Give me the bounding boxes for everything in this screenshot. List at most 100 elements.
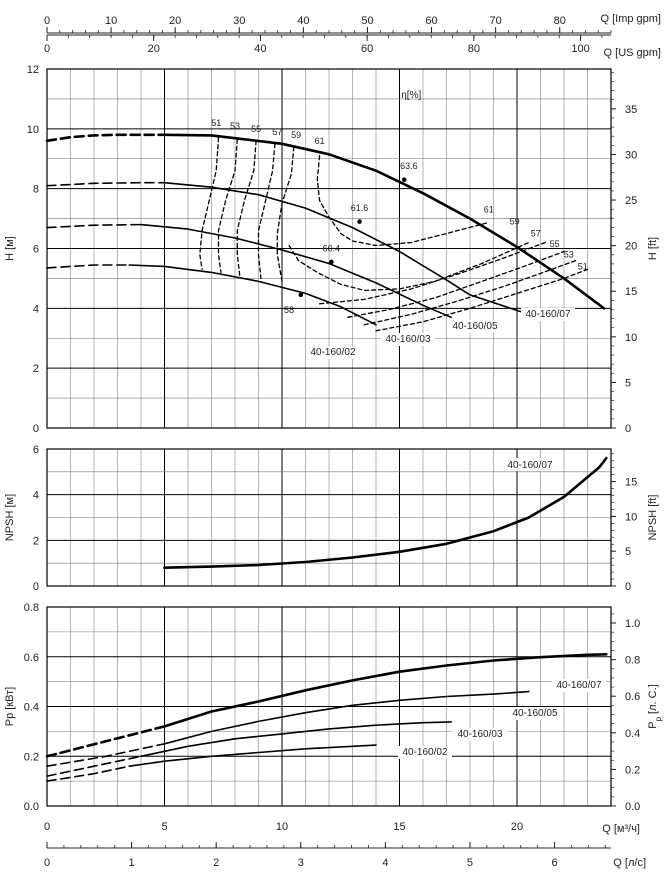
efficiency-label: 60.4 [323,244,341,254]
lps-tick-label: 1 [129,857,135,869]
head-right-tick-label: 10 [625,332,637,344]
head-ytick-label: 6 [33,244,39,256]
power-ytick-label: 0.8 [24,602,39,614]
npsh-ytick-label: 0 [33,581,39,593]
efficiency-label: 61.6 [351,203,369,213]
head-right-tick-label: 25 [625,195,637,207]
power-curve-dashed-40-160/03 [46,755,142,777]
power-xlabel: Q [м³/ч] [602,823,640,835]
power-right-tick-label: 0.2 [625,764,640,776]
efficiency-label: 61 [484,205,494,215]
head-curve-label: 40-160/05 [452,321,497,332]
efficiency-curve [318,241,546,305]
efficiency-curve [217,138,238,274]
head-curve-dashed-40-160/02 [46,264,131,269]
head-eta-label: η[%] [401,90,421,101]
power-xtick-label: 5 [161,821,167,833]
power-curve-label: 40-160/07 [556,680,601,691]
us-gpm-tick-label: 40 [254,43,266,55]
npsh-right-tick-label: 10 [625,511,637,523]
imp-gpm-tick-label: 60 [425,15,437,27]
power-curve-label: 40-160/03 [457,729,502,740]
npsh-ytick-label: 4 [33,490,39,502]
npsh-right-tick-label: 5 [625,546,631,558]
lps-tick-label: 3 [298,857,304,869]
head-curve-dashed-40-160/05 [46,181,166,187]
power-right-tick-label: 0.6 [625,691,640,703]
head-curve-40-160/07 [163,133,606,310]
us-gpm-tick-label: 0 [44,43,50,55]
power-ylabel: Pp [кВт] [4,687,16,726]
efficiency-label: 51 [211,118,221,128]
head-ylabel-right: H [ft] [647,237,659,260]
efficiency-label: 61 [315,136,325,146]
power-ytick-label: 0.6 [24,652,39,664]
power-curve-label: 40-160/05 [512,708,557,719]
lps-axis-title: Q [л/с] [613,857,646,869]
power-ylabel-right: Pp[л. С.] [647,684,663,728]
efficiency-curve [199,137,220,271]
curve-label-bg [448,320,502,333]
lps-tick-label: 0 [44,857,50,869]
power-right-tick-label: 0.0 [625,801,640,813]
head-ytick-label: 8 [33,184,39,196]
efficiency-label: 57 [531,229,541,239]
head-panel: 0 2 4 6 8 10 12 0 5 10 15 20 25 30 35 H [м] H [ft] η[%] 51… [4,64,659,435]
npsh-ylabel: NPSH [м] [4,494,16,541]
bottom-flow-axis: 0 1 2 3 4 5 6 Q [л/с] [44,842,646,869]
head-right-tick-label: 5 [625,377,631,389]
lps-tick-label: 4 [382,857,388,869]
imp-gpm-tick-label: 10 [105,15,117,27]
imp-gpm-tick-label: 70 [490,15,502,27]
head-curve-label: 40-160/07 [525,309,570,320]
head-right-tick-label: 20 [625,241,637,253]
imp-gpm-tick-label: 0 [44,15,50,27]
us-gpm-tick-label: 60 [361,43,373,55]
imp-gpm-tick-label: 20 [169,15,181,27]
us-gpm-tick-label: 20 [148,43,160,55]
imp-gpm-tick-label: 50 [361,15,373,27]
head-curve-40-160/03 [140,223,453,319]
power-ytick-label: 0.2 [24,751,39,763]
imp-gpm-tick-label: 80 [554,15,566,27]
imp-gpm-tick-label: 40 [297,15,309,27]
power-curve-dashed-40-160/02 [46,765,131,782]
power-right-tick-label: 1.0 [625,618,640,630]
power-ytick-label: 0.0 [24,801,39,813]
bep-point [298,292,304,298]
curve-label-bg [508,707,562,720]
power-curve-dashed-40-160/05 [46,742,166,768]
bep-point [357,219,362,224]
power-curve-40-160/03 [140,721,453,758]
head-right-tick-label: 0 [625,423,631,435]
power-frame [46,606,612,807]
bep-point [401,177,407,182]
imp-gpm-axis-title: Q [Imp gpm] [600,13,661,25]
power-right-tick-label: 0.8 [625,655,640,667]
efficiency-label: 57 [272,127,282,137]
head-ytick-label: 4 [33,303,39,315]
power-xtick-label: 15 [393,821,405,833]
lps-tick-label: 2 [213,857,219,869]
npsh-frame [46,448,612,587]
efficiency-label: 59 [291,130,301,140]
curve-label-bg [453,728,507,741]
efficiency-curve [288,241,530,292]
efficiency-curve [375,268,589,332]
head-curve-40-160/05 [163,181,530,316]
efficiency-label: 55 [251,124,261,134]
power-curve-40-160/02 [128,744,377,768]
us-gpm-tick-label: 80 [468,43,480,55]
head-curve-label: 40-160/03 [385,334,430,345]
head-curve-label: 40-160/02 [310,347,355,358]
power-xtick-label: 10 [276,821,288,833]
efficiency-label: 53 [564,249,574,259]
us-gpm-tick-label: 100 [571,43,589,55]
power-right-tick-label: 0.4 [625,728,640,740]
curve-label-bg [503,458,557,471]
us-gpm-axis-title: Q [US gpm] [604,47,661,59]
npsh-right-tick-label: 0 [625,581,631,593]
power-curve-label: 40-160/02 [402,747,447,758]
efficiency-label: 55 [550,239,560,249]
